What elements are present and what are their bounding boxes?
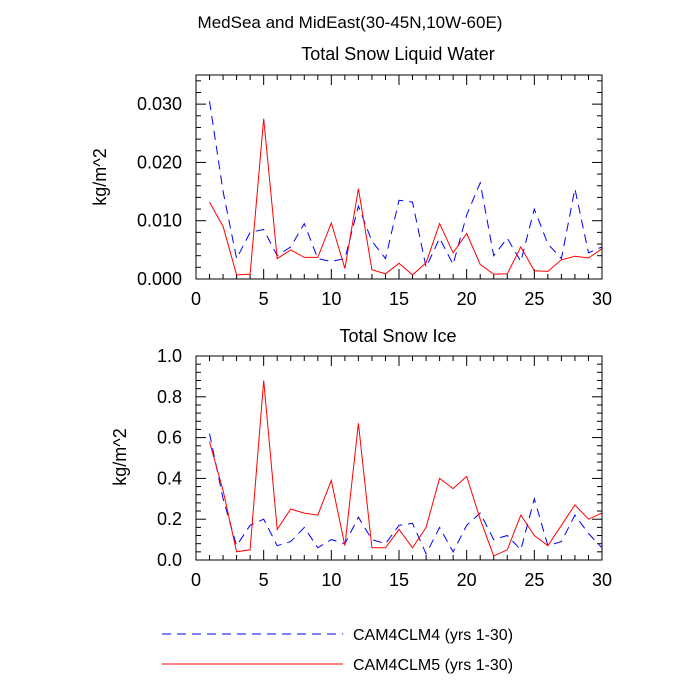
series-line-cam4clm4 xyxy=(209,101,602,269)
series-line-cam4clm5 xyxy=(209,118,602,276)
x-tick-label: 20 xyxy=(457,289,477,309)
legend-label-cam4clm5: CAM4CLM5 (yrs 1-30) xyxy=(353,657,513,674)
plot-frame xyxy=(195,74,603,280)
y-tick-label: 0.000 xyxy=(137,269,182,289)
figure-suptitle: MedSea and MidEast(30-45N,10W-60E) xyxy=(198,13,503,32)
y-tick-label: 0.4 xyxy=(157,468,182,488)
y-tick-label: 0.010 xyxy=(137,211,182,231)
panel-snow-ice: Total Snow Ice kg/m^2 0 5 10 15 20 25 30 0.0 0.2… xyxy=(110,326,612,590)
plot-area: 0 5 10 15 20 25 30 0.000 0.010 0.020 0.030 xyxy=(137,74,612,309)
x-tick-label: 0 xyxy=(191,289,201,309)
y-tick-label: 0.0 xyxy=(157,550,182,570)
y-tick-label: 0.6 xyxy=(157,428,182,448)
x-tick-label: 15 xyxy=(389,289,409,309)
series-line-cam4clm4 xyxy=(209,433,602,556)
legend: CAM4CLM4 (yrs 1-30) CAM4CLM5 (yrs 1-30) xyxy=(162,627,513,674)
plot-frame xyxy=(195,355,603,561)
x-tick-label: 20 xyxy=(457,570,477,590)
x-tick-label: 5 xyxy=(259,289,269,309)
x-tick-label: 25 xyxy=(524,289,544,309)
y-tick-label: 0.020 xyxy=(137,152,182,172)
y-tick-label: 0.030 xyxy=(137,94,182,114)
x-tick-label: 10 xyxy=(321,289,341,309)
x-tick-label: 0 xyxy=(191,570,201,590)
y-tick-label: 0.2 xyxy=(157,509,182,529)
plot-area: 0 5 10 15 20 25 30 0.0 0.2 0.4 0.6 0.8 1.0 xyxy=(157,346,612,590)
x-tick-label: 30 xyxy=(592,570,612,590)
series-line-cam4clm5 xyxy=(209,380,602,557)
x-tick-label: 30 xyxy=(592,289,612,309)
x-tick-label: 5 xyxy=(259,570,269,590)
panel-snow-liquid-water: Total Snow Liquid Water kg/m^2 0 5 10 15 20 2… xyxy=(90,44,612,309)
x-tick-label: 25 xyxy=(524,570,544,590)
x-tick-label: 15 xyxy=(389,570,409,590)
y-axis-label: kg/m^2 xyxy=(90,148,110,205)
chart-title: Total Snow Ice xyxy=(339,326,456,346)
chart-title: Total Snow Liquid Water xyxy=(301,44,494,64)
legend-label-cam4clm4: CAM4CLM4 (yrs 1-30) xyxy=(353,627,513,644)
y-tick-label: 0.8 xyxy=(157,387,182,407)
y-axis-label: kg/m^2 xyxy=(110,428,130,485)
x-tick-label: 10 xyxy=(321,570,341,590)
y-tick-label: 1.0 xyxy=(157,346,182,366)
